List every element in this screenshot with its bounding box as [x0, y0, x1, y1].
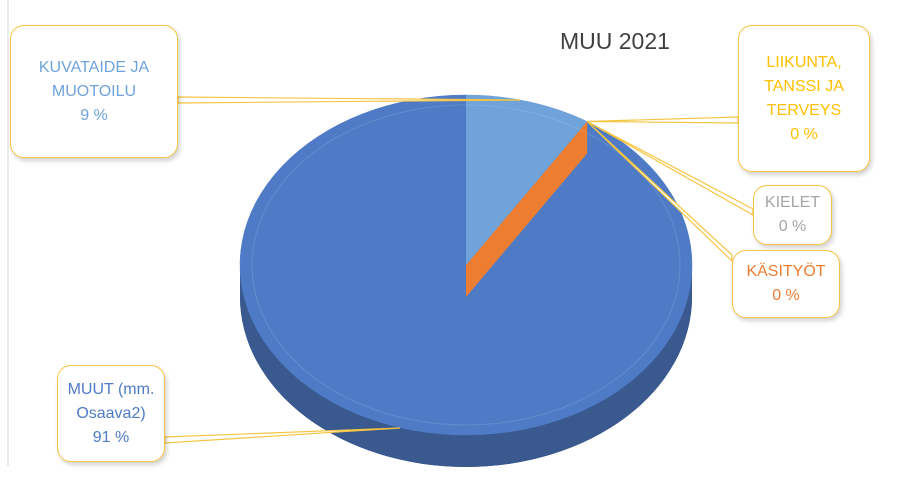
category-label: KIELET: [764, 194, 821, 211]
value-label: 91 %: [92, 428, 130, 446]
value-label: 9 %: [80, 106, 108, 124]
leader-line: [164, 427, 401, 444]
leader-line: [587, 116, 739, 124]
category-label: LIIKUNTA, TANSSI JA TERVEYS: [764, 53, 844, 119]
pie-slice-overlay: [466, 95, 588, 265]
data-label-box: MUUT (mm. Osaava2) 91 %: [57, 365, 165, 462]
category-label: KÄSITYÖT: [746, 263, 826, 280]
category-label: KUVATAIDE JA MUOTOILU: [38, 58, 150, 100]
chart-title: MUU 2021: [560, 28, 670, 54]
pie-wall: [466, 121, 588, 297]
data-label-box: LIIKUNTA, TANSSI JA TERVEYS 0 %: [738, 25, 870, 172]
value-label: 0 %: [778, 218, 807, 235]
data-label-box: KIELET 0 %: [753, 185, 832, 245]
value-label: 0 %: [772, 287, 800, 304]
pie-highlight: [251, 104, 681, 426]
leader-line: [177, 96, 521, 104]
data-label-box: KÄSITYÖT 0 %: [732, 250, 840, 318]
category-label: MUUT (mm. Osaava2): [67, 380, 155, 422]
data-label-box: KUVATAIDE JA MUOTOILU 9 %: [10, 25, 178, 158]
value-label: 0 %: [790, 125, 818, 143]
